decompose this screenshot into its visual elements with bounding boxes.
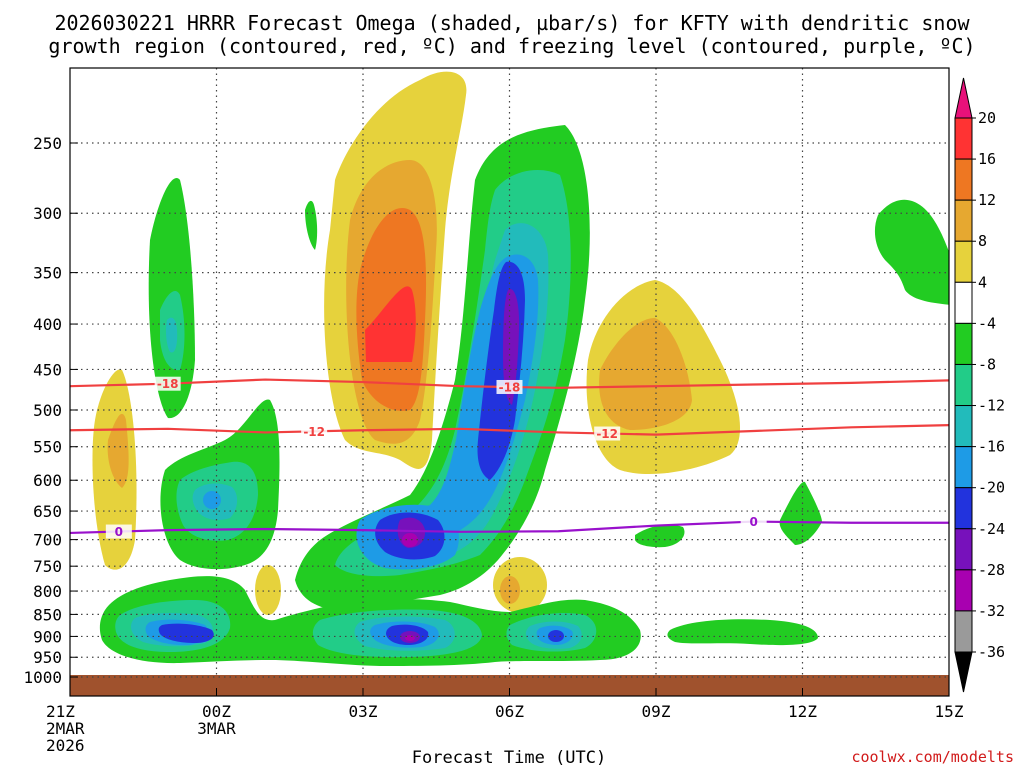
x-tick-label: 2MAR — [46, 719, 85, 738]
contour-label-bg — [105, 524, 132, 539]
x-tick-label: 03Z — [349, 702, 378, 721]
x-tick-label: 3MAR — [197, 719, 236, 738]
contour-label-bg — [154, 376, 181, 391]
omega-region-neg16-d — [203, 491, 221, 509]
colorbar-segment — [954, 240, 973, 283]
colorbar-label: 12 — [978, 191, 996, 209]
x-tick-label: 06Z — [495, 702, 524, 721]
colorbar-label: 4 — [978, 273, 987, 291]
colorbar-segment — [954, 322, 973, 365]
contour-label: -12 — [596, 427, 618, 441]
colorbar-label: -8 — [978, 355, 996, 373]
y-tick-label: 400 — [33, 315, 62, 334]
omega-region-pos8-e — [500, 576, 520, 604]
y-tick-label: 900 — [33, 627, 62, 646]
omega-region-neg24 — [503, 289, 520, 405]
gridlines — [70, 68, 949, 678]
colorbar-segment — [954, 446, 973, 489]
omega-region-pos4-d — [255, 565, 281, 615]
colorbar-segment — [954, 199, 973, 242]
y-tick-label: 650 — [33, 502, 62, 521]
colorbar-label: -36 — [978, 643, 1005, 661]
y-tick-label: 550 — [33, 438, 62, 457]
omega-region-neg12-c — [166, 317, 178, 353]
colorbar-label: -12 — [978, 397, 1005, 415]
contour-label: -12 — [303, 425, 325, 439]
y-tick-label: 450 — [33, 360, 62, 379]
colorbar-segment — [954, 610, 973, 653]
plot-area: -18 -18 -12 -12 0 0 — [69, 67, 950, 697]
contour-label-bg — [301, 424, 328, 439]
contour-label: 0 — [115, 525, 123, 539]
y-tick-label: 250 — [33, 134, 62, 153]
colorbar-label: -16 — [978, 438, 1005, 456]
colorbar-segment — [954, 158, 973, 201]
colorbar-segment — [954, 117, 973, 160]
contour-label: -18 — [499, 380, 521, 394]
colorbar-label: 8 — [978, 232, 987, 250]
y-tick-label: 300 — [33, 204, 62, 223]
colorbar-segment — [954, 528, 973, 571]
omega-region-pos8-c — [107, 413, 129, 488]
x-tick-label: 09Z — [642, 702, 671, 721]
y-tick-label: 600 — [33, 471, 62, 490]
credit-text: coolwx.com/modelts — [851, 748, 1014, 766]
chart-title-line-1: 2026030221 HRRR Forecast Omega (shaded, … — [54, 11, 970, 35]
temperature-contours: -18 -18 -12 -12 0 0 — [69, 376, 950, 539]
contour-label: -18 — [157, 377, 179, 391]
omega-region-neg4-i — [779, 481, 822, 545]
omega-region-neg4-l — [305, 200, 318, 250]
omega-region-neg28-b — [402, 533, 418, 547]
chart-title-line-2: growth region (contoured, red, ºC) and f… — [48, 34, 975, 58]
y-tick-label: 500 — [33, 401, 62, 420]
x-axis-title: Forecast Time (UTC) — [412, 748, 606, 768]
x-tick-label: 2026 — [46, 736, 85, 755]
x-tick-label: 00Z — [202, 702, 231, 721]
colorbar-top-arrow — [954, 77, 973, 119]
omega-shading — [92, 71, 949, 666]
ground-surface — [70, 675, 949, 696]
contour-label: 0 — [749, 515, 757, 529]
y-tick-label: 750 — [33, 557, 62, 576]
contour-line — [69, 520, 949, 535]
omega-region-neg28-f — [405, 635, 415, 641]
y-tick-label: 850 — [33, 605, 62, 624]
colorbar-label: -24 — [978, 520, 1005, 538]
colorbar-segment — [954, 569, 973, 612]
colorbar-segment — [954, 405, 973, 448]
omega-region-neg4-h — [667, 619, 818, 646]
colorbar-label: -4 — [978, 314, 996, 332]
omega-region-pos8-b — [599, 318, 692, 430]
contour-label-bg — [740, 514, 767, 529]
omega-region-neg4-k — [874, 199, 949, 305]
contour-label-bg — [496, 379, 523, 394]
colorbar-segment — [954, 281, 973, 324]
colorbar-bottom-arrow — [954, 651, 973, 693]
colorbar-label: -20 — [978, 479, 1005, 497]
colorbar-label: -32 — [978, 602, 1005, 620]
colorbar-segment — [954, 487, 973, 530]
omega-region-neg4-j — [635, 524, 685, 548]
x-tick-label: 15Z — [935, 702, 964, 721]
x-tick-label: 21Z — [46, 702, 75, 721]
colorbar-segment — [954, 363, 973, 407]
omega-region-neg20-g — [548, 630, 564, 642]
omega-region-neg20-e — [158, 623, 214, 643]
y-tick-label: 700 — [33, 531, 62, 550]
contour-label-bg — [594, 426, 621, 441]
colorbar-label: 20 — [978, 109, 996, 127]
y-tick-label: 950 — [33, 648, 62, 667]
y-tick-label: 1000 — [23, 668, 62, 687]
contour-line — [69, 424, 950, 436]
y-axis: 250 300 350 400 450 500 550 600 650 700 750 800 850 9… — [23, 134, 78, 687]
y-tick-label: 800 — [33, 582, 62, 601]
colorbar: 20 16 12 8 4 -4 -8 -12 -16 -20 -24 -28 -32 -36 — [954, 77, 1005, 693]
y-tick-label: 350 — [33, 264, 62, 283]
colorbar-label: -28 — [978, 561, 1005, 579]
colorbar-label: 16 — [978, 150, 996, 168]
x-tick-label: 12Z — [788, 702, 817, 721]
